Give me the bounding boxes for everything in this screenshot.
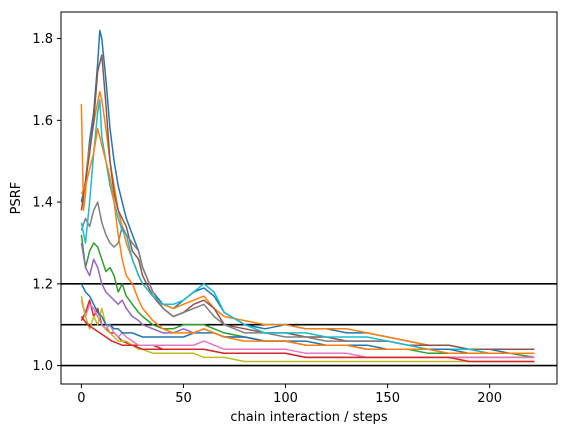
x-tick-label: 0 [77, 391, 85, 406]
x-tick-label: 100 [273, 391, 298, 406]
series-line-8 [80, 201, 535, 355]
y-axis-label: PSRF [9, 182, 24, 215]
series-line-12 [80, 127, 535, 355]
x-tick-label: 150 [375, 391, 400, 406]
series-line-6 [80, 54, 535, 351]
y-tick-label: 1.6 [32, 114, 53, 129]
series-line-3 [80, 234, 535, 359]
series-lines [80, 29, 535, 363]
series-line-9 [80, 295, 535, 363]
series-line-2 [80, 90, 535, 351]
y-axis-ticks: 1.0 1.2 1.4 1.6 1.8 [32, 32, 61, 374]
y-tick-label: 1.8 [32, 32, 53, 47]
y-tick-label: 1.4 [32, 196, 53, 211]
x-axis-ticks: 0 50 100 150 200 [77, 384, 502, 406]
y-tick-label: 1.2 [32, 277, 53, 292]
plot-frame [60, 11, 558, 385]
series-line-11 [80, 283, 535, 355]
series-line-1 [80, 29, 535, 355]
x-tick-label: 50 [175, 391, 192, 406]
x-axis-label: chain interaction / steps [230, 410, 387, 425]
y-tick-label: 1.0 [32, 359, 53, 374]
series-line-13 [80, 316, 535, 363]
series-line-10 [80, 99, 535, 355]
x-tick-label: 200 [477, 391, 502, 406]
